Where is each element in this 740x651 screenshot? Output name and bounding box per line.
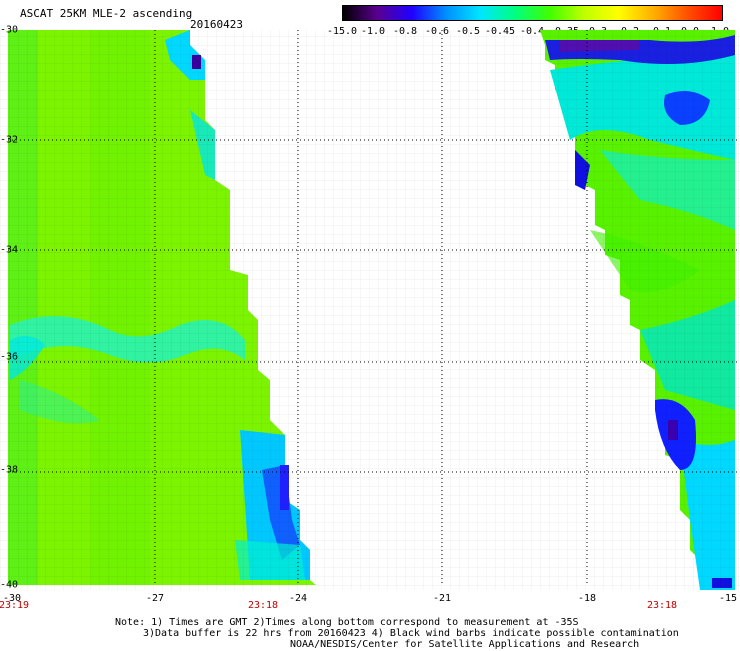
- y-axis-label: -32: [0, 134, 19, 146]
- y-axis-label: -38: [0, 464, 19, 476]
- x-axis-label: -15: [718, 593, 738, 604]
- x-axis-label: -18: [577, 593, 597, 604]
- time-label: 23:18: [646, 600, 678, 611]
- time-label: 23:18: [247, 600, 279, 611]
- grid: [8, 30, 740, 585]
- y-axis-label: -34: [0, 244, 19, 256]
- y-axis-label: -36: [0, 351, 19, 363]
- colorbar: [342, 5, 723, 21]
- y-axis-label: -30: [0, 24, 19, 36]
- note-line: Note: 1) Times are GMT 2)Times along bot…: [115, 617, 579, 628]
- map-title: ASCAT 25KM MLE-2 ascending: [20, 7, 193, 20]
- map-date: 20160423: [190, 18, 243, 31]
- note-line: 3)Data buffer is 22 hrs from 20160423 4)…: [143, 628, 679, 639]
- note-line: NOAA/NESDIS/Center for Satellite Applica…: [290, 639, 640, 650]
- x-axis-label: -30: [2, 593, 22, 604]
- texture-overlay: [0, 30, 740, 590]
- x-axis-label: -27: [145, 593, 165, 604]
- x-axis-label: -21: [432, 593, 452, 604]
- time-label: 23:19: [0, 600, 30, 611]
- x-axis-label: -24: [288, 593, 308, 604]
- y-axis-label: -40: [0, 579, 19, 591]
